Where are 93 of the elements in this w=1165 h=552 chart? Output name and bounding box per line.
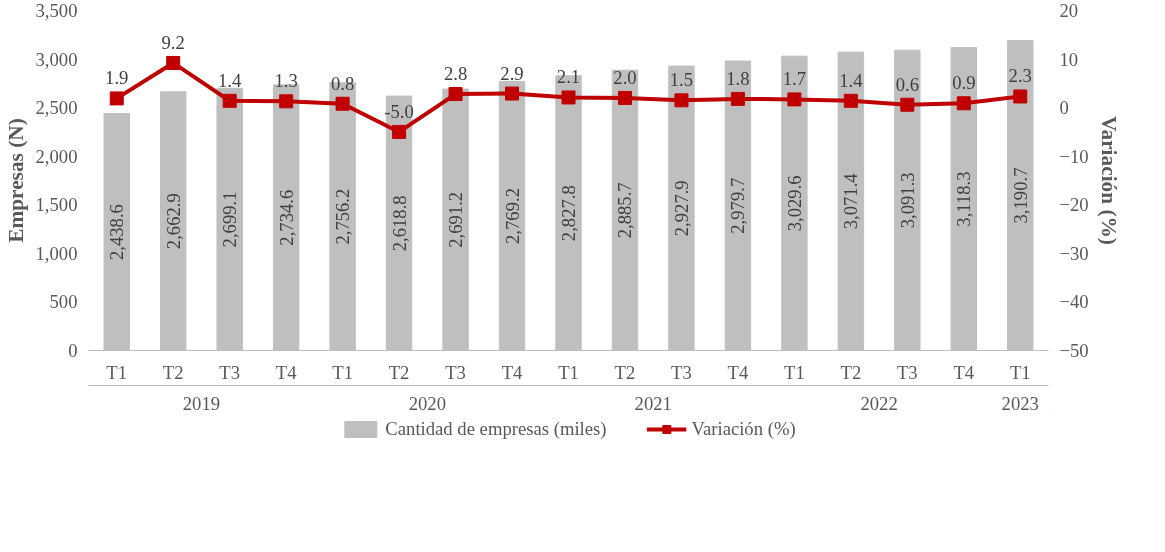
x-tick-label: T1 — [784, 361, 805, 383]
x-tick-label: T3 — [671, 361, 692, 383]
data-label: 2,699.1 — [219, 191, 241, 248]
y2-tick-label: −10 — [1059, 145, 1089, 167]
y-tick-label: 0 — [68, 340, 78, 361]
point — [505, 86, 520, 101]
x-tick-label: T3 — [896, 361, 918, 383]
point — [787, 92, 802, 107]
y-tick-label: 1,500 — [35, 194, 78, 216]
point — [1013, 89, 1028, 104]
data-label: 0.9 — [952, 72, 976, 94]
point — [956, 96, 971, 111]
x-tick-label: T2 — [614, 361, 636, 383]
y2-tick-label: −50 — [1059, 340, 1089, 361]
legend-label: Cantidad de empresas (miles) — [385, 418, 607, 440]
data-label: 1.8 — [726, 67, 750, 89]
text: 2022 — [860, 392, 898, 414]
point — [617, 90, 632, 105]
data-label: -5.0 — [384, 100, 414, 122]
x-tick-label: T2 — [840, 361, 862, 383]
y2-tick-label: −30 — [1059, 242, 1089, 264]
data-label: 2.9 — [500, 62, 524, 84]
data-label: 1.5 — [669, 69, 694, 91]
point — [843, 93, 858, 108]
point — [561, 90, 576, 105]
y-tick-label: 2,000 — [35, 145, 78, 167]
point — [900, 97, 915, 112]
y2-tick-label: −20 — [1059, 194, 1089, 216]
point — [392, 124, 407, 139]
text: 2020 — [408, 392, 446, 414]
data-label: 2,618.8 — [388, 195, 410, 252]
point — [448, 87, 463, 102]
data-label: 0.8 — [330, 72, 355, 94]
y-tick-label: 1,000 — [35, 242, 78, 264]
data-label: 9.2 — [161, 31, 185, 53]
data-label: 2.0 — [613, 66, 637, 88]
data-label: 2,438.6 — [106, 204, 128, 261]
point — [674, 93, 689, 108]
x-tick-label: T1 — [106, 361, 128, 383]
point — [335, 96, 350, 111]
y2-tick-label: 0 — [1059, 97, 1069, 119]
x-tick-label: T1 — [1009, 361, 1031, 383]
y-tick-label: 2,500 — [35, 97, 78, 119]
point — [730, 91, 745, 106]
y2-axis-title: Variación (%) — [1096, 116, 1121, 245]
x-tick-label: T1 — [332, 361, 353, 383]
x-tick-label: T3 — [445, 361, 466, 383]
data-label: 0.6 — [895, 73, 919, 95]
data-label: 3,118.3 — [953, 171, 975, 227]
point — [109, 91, 124, 106]
data-label: 1.7 — [782, 68, 807, 90]
x-tick-label: T4 — [727, 361, 749, 383]
data-label: 2,691.2 — [445, 191, 467, 248]
legend-label: Variación (%) — [691, 418, 796, 440]
data-label: 2,927.9 — [670, 180, 692, 237]
data-label: 2,827.8 — [558, 185, 579, 242]
x-tick-label: T4 — [275, 361, 298, 383]
text: 2023 — [1001, 392, 1039, 414]
data-label: 2.3 — [1008, 65, 1032, 87]
data-label: 2,756.2 — [332, 188, 354, 245]
data-label: 3,091.3 — [896, 172, 918, 229]
x-tick-label: T4 — [953, 361, 975, 383]
x-tick-label: T1 — [558, 361, 579, 383]
data-label: 3,071.4 — [840, 172, 862, 230]
y2-tick-label: 10 — [1059, 48, 1079, 70]
data-label: 2,662.9 — [162, 193, 184, 250]
data-label: 3,190.7 — [1009, 167, 1031, 224]
data-label: 1.3 — [274, 70, 298, 92]
data-label: 2,979.7 — [727, 177, 749, 234]
data-label: 1.4 — [839, 69, 864, 91]
text: 2019 — [182, 392, 221, 414]
x-tick-label: T4 — [501, 361, 524, 383]
data-label: 1.4 — [218, 69, 243, 91]
y-axis-title: Empresas (N) — [3, 118, 28, 243]
data-label: 2.8 — [443, 63, 468, 85]
y-tick-label: 3,000 — [35, 48, 78, 70]
data-label: 2,769.2 — [501, 188, 523, 244]
x-tick-label: T2 — [388, 361, 410, 383]
point — [222, 93, 237, 108]
y2-tick-label: 20 — [1059, 0, 1079, 21]
y2-tick-label: −40 — [1059, 291, 1089, 313]
data-label: 1.9 — [105, 67, 129, 89]
x-tick-label: T3 — [219, 361, 241, 383]
point — [166, 55, 181, 70]
data-label: 2,885.7 — [614, 182, 636, 239]
y-tick-label: 3,500 — [35, 0, 78, 21]
text: 2021 — [634, 392, 672, 414]
data-label: 3,029.6 — [783, 175, 805, 232]
y-tick-label: 500 — [49, 291, 78, 313]
data-label: 2,734.6 — [275, 189, 297, 246]
data-label: 2.1 — [556, 66, 581, 88]
x-tick-label: T2 — [162, 361, 184, 383]
point — [279, 94, 294, 109]
